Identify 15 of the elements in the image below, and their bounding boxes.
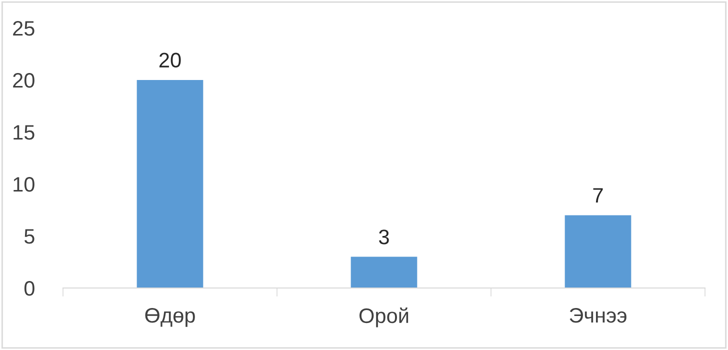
bar [136,80,204,288]
y-tick-label: 5 [24,229,34,244]
bar [350,256,418,288]
data-label: 7 [593,188,603,203]
y-tick-label: 15 [14,125,34,140]
bar [564,215,632,288]
x-tick-label: Эчнээ [570,308,626,323]
x-tick-label: Өдөр [145,308,195,327]
data-label: 3 [379,230,389,244]
y-tick-label: 0 [24,281,34,296]
data-label: 20 [159,52,181,68]
y-tick-label: 20 [13,73,34,88]
x-tick-label: Орой [359,307,408,328]
y-tick-label: 25 [13,21,34,36]
y-tick-label: 10 [14,177,34,192]
